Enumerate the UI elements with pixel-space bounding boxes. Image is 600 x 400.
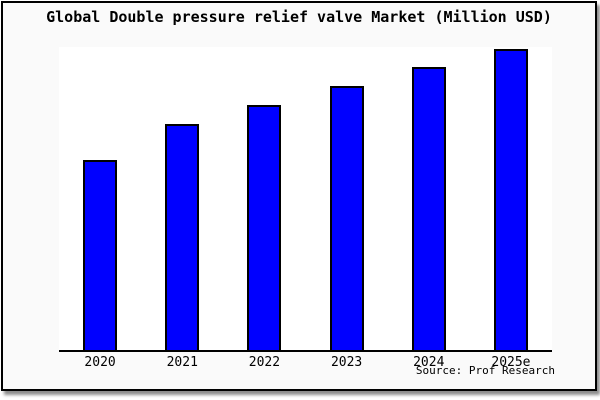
bar [411, 67, 446, 350]
bar [329, 86, 364, 350]
chart-frame: Global Double pressure relief valve Mark… [1, 1, 597, 391]
bar [165, 124, 200, 350]
bar-column [470, 47, 552, 350]
x-axis-labels: 2020 2021 2022 2023 2024 2025e [59, 355, 552, 370]
source-credit: Source: Prof Research [415, 364, 555, 377]
bar [247, 105, 282, 350]
x-tick-label: 2025e [491, 355, 531, 370]
plot-area [59, 47, 552, 352]
x-tick-label: 2024 [413, 355, 445, 370]
bar-column [59, 47, 141, 350]
bar-column [141, 47, 223, 350]
bar-column [223, 47, 305, 350]
x-tick-label: 2023 [330, 355, 363, 370]
x-tick-label: 2022 [248, 355, 281, 370]
bar-column [306, 47, 388, 350]
x-tick-label: 2020 [84, 355, 116, 370]
bar [83, 160, 118, 350]
x-tick-label: 2021 [166, 355, 198, 370]
bar-column [388, 47, 470, 350]
bar [493, 49, 528, 350]
chart-title: Global Double pressure relief valve Mark… [46, 8, 552, 26]
